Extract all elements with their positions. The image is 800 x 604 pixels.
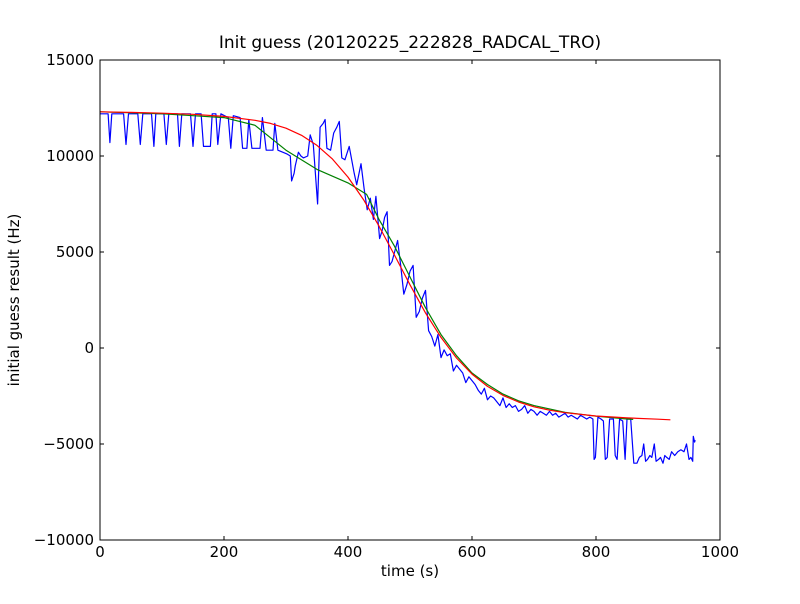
series-line-3 <box>100 111 671 421</box>
x-tick-label: 600 <box>458 543 487 561</box>
series-group <box>100 111 696 464</box>
y-tick-label: 0 <box>84 339 94 357</box>
y-tick-label: 15000 <box>46 51 94 69</box>
x-tick-label: 400 <box>334 543 363 561</box>
x-tick-label: 200 <box>210 543 239 561</box>
y-tick-label: −5000 <box>43 435 94 453</box>
x-axis-label: time (s) <box>381 562 439 580</box>
y-axis-label: initial guess result (Hz) <box>5 214 23 387</box>
series-line-1 <box>100 113 696 464</box>
series-line-2 <box>100 111 634 420</box>
x-tick-label: 1000 <box>701 543 739 561</box>
plot-frame <box>99 59 721 541</box>
y-tick-label: 10000 <box>46 147 94 165</box>
chart-title: Init guess (20120225_222828_RADCAL_TRO) <box>219 33 601 53</box>
x-tick-label: 0 <box>95 543 105 561</box>
ticks-group: 0 200 400 600 800 1000 −10000 −5000 0 5000 10000 15… <box>34 51 739 561</box>
y-tick-label: 5000 <box>56 243 94 261</box>
x-tick-label: 800 <box>582 543 611 561</box>
y-tick-label: −10000 <box>34 531 94 549</box>
